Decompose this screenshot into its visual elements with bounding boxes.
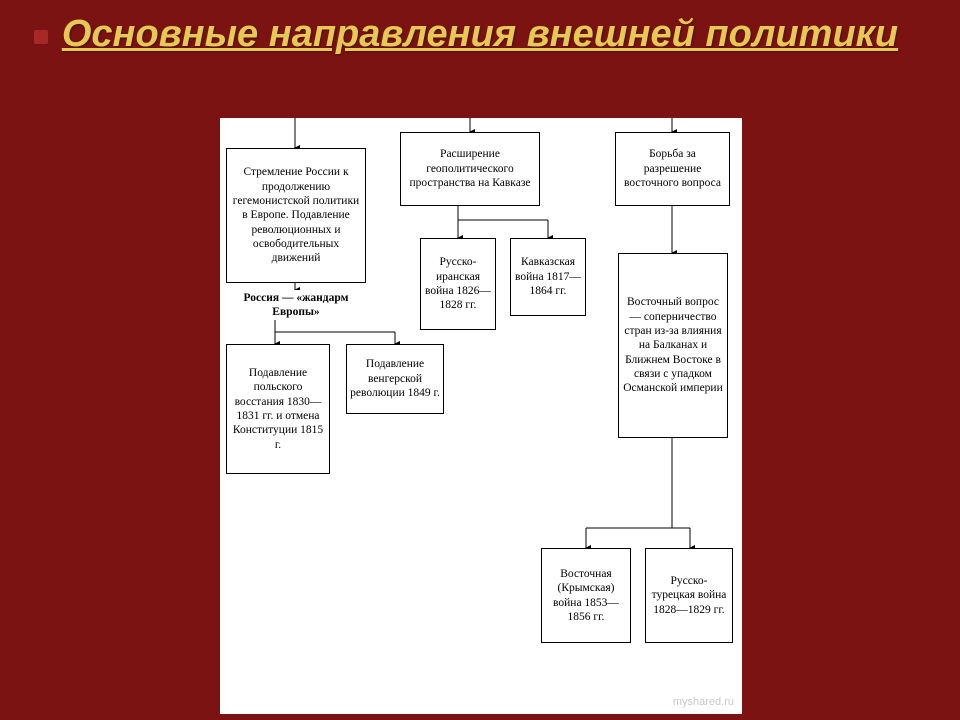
slide-title: Основные направления внешней политики	[0, 0, 960, 56]
watermark: myshared.ru	[673, 696, 734, 708]
node-n7: Кавказская война 1817—1864 гг.	[510, 238, 586, 316]
node-n2: Расширение геополитического пространства…	[400, 132, 540, 206]
node-n3: Борьба за разрешение восточного вопроса	[615, 132, 730, 206]
node-gendarme: Россия — «жандарм Европы»	[226, 290, 366, 320]
node-n5: Подавление венгерской революции 1849 г.	[346, 344, 444, 414]
title-bullet	[34, 30, 48, 44]
node-n6: Русско-иранская война 1826—1828 гг.	[420, 238, 496, 330]
node-n4: Подавление польского восстания 1830—1831…	[226, 344, 330, 474]
node-n10: Русско-турецкая война 1828—1829 гг.	[645, 548, 733, 643]
node-n8: Восточный вопрос — соперничество стран и…	[618, 253, 728, 438]
node-n9: Восточная (Крымская) война 1853—1856 гг.	[541, 548, 631, 643]
node-n1: Стремление России к продолжению гегемони…	[226, 148, 366, 283]
diagram-canvas: myshared.ru Стремление России к продолже…	[220, 118, 742, 714]
